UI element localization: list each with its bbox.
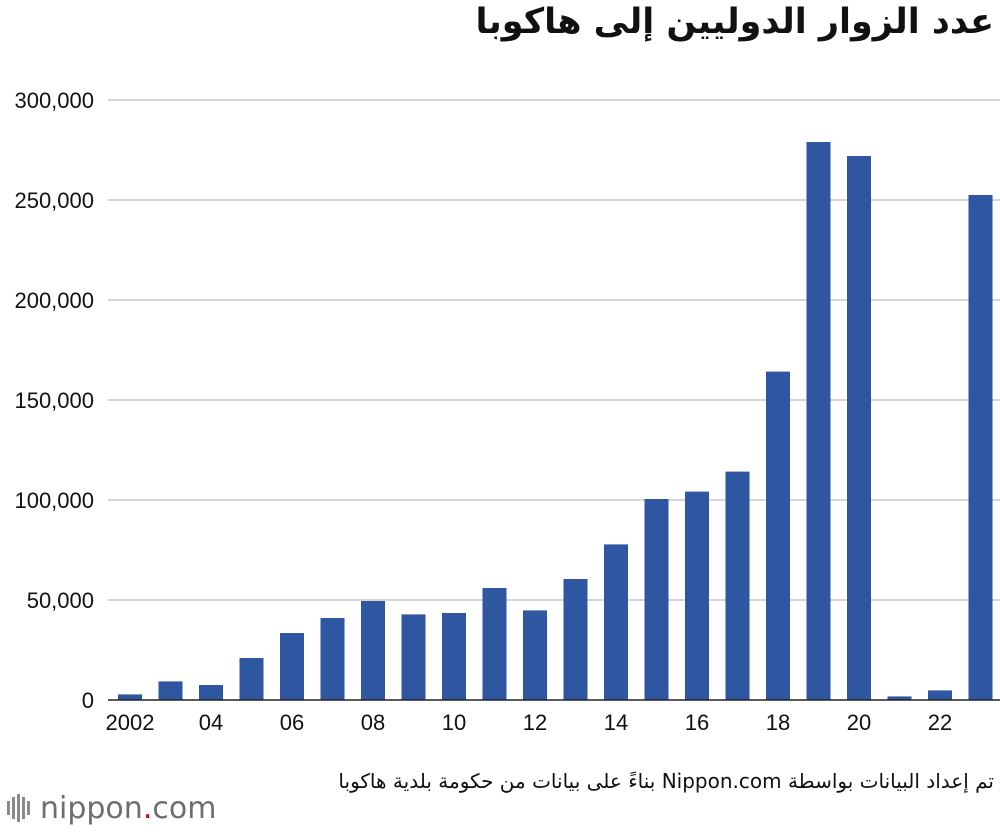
x-tick-label: 20 bbox=[847, 710, 871, 735]
bar-2022 bbox=[928, 690, 952, 700]
bar-2019 bbox=[806, 142, 831, 700]
x-tick-label: 06 bbox=[280, 710, 304, 735]
bar-2008 bbox=[361, 601, 385, 700]
x-tick-labels: 2002 04 06 08 10 12 14 16 18 20 22 bbox=[106, 710, 953, 735]
bar-2010 bbox=[442, 613, 466, 700]
nippon-logo: nippon.com bbox=[6, 790, 216, 826]
bar-2012 bbox=[523, 610, 547, 700]
x-tick-label: 12 bbox=[523, 710, 547, 735]
x-tick-label: 18 bbox=[766, 710, 790, 735]
bar-2004 bbox=[199, 685, 223, 700]
y-tick-label: 50,000 bbox=[27, 588, 94, 613]
bar-2021 bbox=[887, 696, 912, 700]
bars bbox=[118, 142, 993, 700]
y-tick-label: 0 bbox=[82, 688, 94, 713]
source-note: تم إعداد البيانات بواسطة Nippon.com بناء… bbox=[338, 769, 994, 793]
logo-dot: . bbox=[142, 790, 153, 826]
x-tick-label: 22 bbox=[928, 710, 952, 735]
x-tick-label: 14 bbox=[604, 710, 628, 735]
bar-2013 bbox=[563, 579, 588, 700]
y-tick-labels: 0 50,000 100,000 150,000 200,000 250,000 300,0… bbox=[14, 88, 94, 713]
x-tick-label: 04 bbox=[199, 710, 223, 735]
x-tick-label: 16 bbox=[685, 710, 709, 735]
bar-2011 bbox=[482, 588, 507, 700]
x-tick-label: 10 bbox=[442, 710, 466, 735]
bar-2014 bbox=[604, 544, 628, 700]
y-tick-label: 200,000 bbox=[14, 288, 94, 313]
chart-title: عدد الزوار الدوليين إلى هاكوبا bbox=[475, 2, 994, 42]
bar-2016 bbox=[685, 491, 709, 700]
logo-wordmark: nippon.com bbox=[40, 791, 216, 826]
y-tick-label: 250,000 bbox=[14, 188, 94, 213]
bar-2006 bbox=[280, 633, 304, 700]
bar-2009 bbox=[401, 614, 426, 700]
y-tick-label: 100,000 bbox=[14, 488, 94, 513]
bar-2020 bbox=[847, 156, 871, 700]
bar-2007 bbox=[320, 618, 345, 700]
y-tick-label: 150,000 bbox=[14, 388, 94, 413]
bar-2018 bbox=[766, 371, 790, 700]
x-tick-label: 2002 bbox=[106, 710, 155, 735]
x-tick-label: 08 bbox=[361, 710, 385, 735]
gridlines bbox=[108, 99, 1000, 601]
bar-2023 bbox=[968, 195, 993, 700]
bar-2017 bbox=[725, 471, 750, 700]
logo-name: nippon bbox=[40, 790, 143, 826]
bar-chart: 0 50,000 100,000 150,000 200,000 250,000 300,0… bbox=[14, 88, 1000, 735]
y-tick-label: 300,000 bbox=[14, 88, 94, 113]
bar-2002 bbox=[118, 694, 142, 700]
bar-2015 bbox=[644, 499, 669, 700]
logo-tld: com bbox=[152, 790, 217, 826]
bar-2005 bbox=[239, 658, 264, 700]
logo-bars-icon bbox=[7, 794, 30, 822]
bar-2003 bbox=[158, 681, 183, 700]
